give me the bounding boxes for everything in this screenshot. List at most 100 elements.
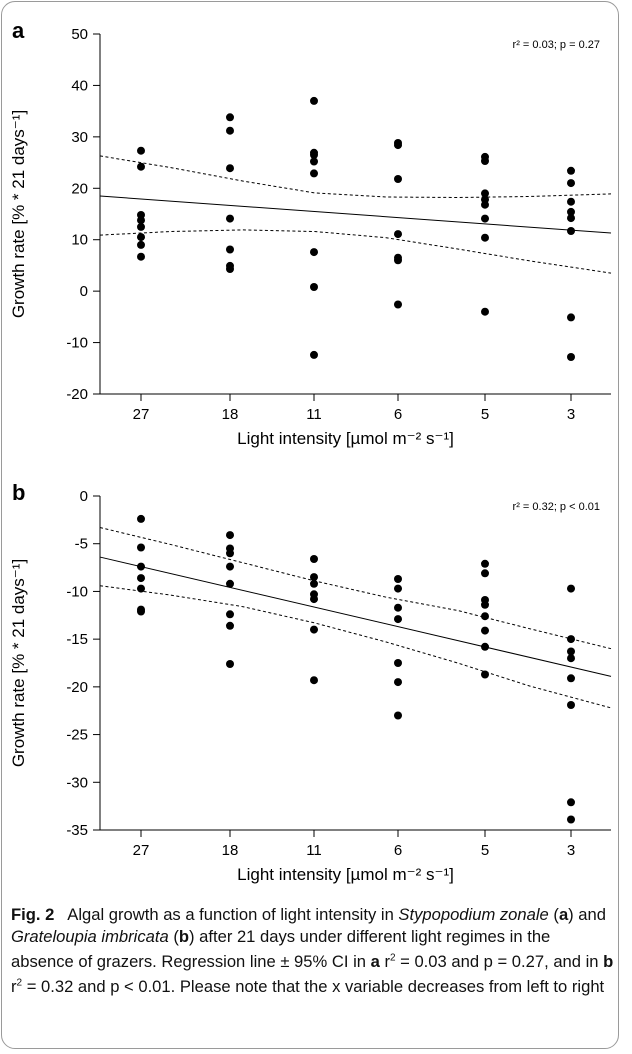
panel-b-data-point [226,622,234,630]
panel-b-data-point [567,635,575,643]
panel-a-data-point [567,313,575,321]
panel-a-data-point [137,147,145,155]
panel-b-x-tick-label: 5 [481,842,489,859]
panel-b-data-point [394,659,402,667]
panel-b-data-point [481,560,489,568]
panel-b-data-point [226,580,234,588]
panel-a-data-point [567,353,575,361]
panel-a-data-point [226,164,234,172]
panel-b-y-tick-label: -5 [75,536,88,553]
panel-b-ci-lower-line [100,586,611,708]
panel-a-data-point [567,198,575,206]
panel-a-data-point [567,179,575,187]
panel-a-ci-lower-line [100,230,611,273]
panel-a-x-tick-label: 3 [567,406,575,423]
panel-a-data-point [226,113,234,121]
panel-b-data-point [394,604,402,612]
panel-a-data-point [394,256,402,264]
panel-b-data-point [226,531,234,539]
panel-b-data-point [567,585,575,593]
panel-a-annotation: r² = 0.03; p = 0.27 [513,39,600,51]
panel-b-x-tick-label: 3 [567,842,575,859]
panel-a-data-point [310,158,318,166]
panel-a-data-point [567,167,575,175]
panel-a-data-point [137,241,145,249]
panel-b-ci-upper-line [100,528,611,649]
panel-a-data-point [394,301,402,309]
panel-b-data-point [394,585,402,593]
panel-b-data-point [226,610,234,618]
panel-b-y-axis-title: Growth rate [% * 21 days⁻¹] [9,559,28,767]
panel-a-data-point [481,157,489,165]
panel-a-x-tick-label: 18 [222,406,239,423]
panel-b-data-point [310,555,318,563]
panel-a-y-tick-label: 50 [71,26,88,43]
panel-a-x-tick-label: 11 [306,406,322,423]
panel-a-data-point [310,283,318,291]
panel-b-data-point [567,798,575,806]
panel-b-data-point [481,671,489,679]
panel-a-data-point [137,163,145,171]
panel-a-y-tick-label: 10 [71,232,88,249]
panel-b-y-tick-label: -30 [66,774,88,791]
panel-b-data-point [137,515,145,523]
panel-b-data-point [481,643,489,651]
panel-b-y-tick-label: -35 [66,822,88,839]
figure-caption: Fig. 2 Algal growth as a function of lig… [11,904,617,997]
panel-b-data-point [567,701,575,709]
panel-a-x-tick-label: 6 [394,406,402,423]
panel-b-data-point [394,615,402,623]
panel-b-data-point [481,627,489,635]
panel-b-data-point [137,585,145,593]
panel-b-data-point [394,678,402,686]
panel-a-data-point [567,227,575,235]
panel-b-regression-line [100,557,611,676]
panel-b-data-point [310,580,318,588]
panel-b-x-tick-label: 6 [394,842,402,859]
panel-a-data-point [310,169,318,177]
panel-a-data-point [310,351,318,359]
panel-b-data-point [567,654,575,662]
panel-b-data-point [226,549,234,557]
panel-b-y-tick-label: -25 [66,727,88,744]
panel-b-y-tick-label: -15 [66,631,88,648]
panel-b-data-point [481,569,489,577]
panel-a-data-point [226,246,234,254]
panel-b-annotation: r² = 0.32; p < 0.01 [513,501,600,513]
panel-b-data-point [226,660,234,668]
panel-a-data-point [481,215,489,223]
panel-b-x-tick-label: 27 [133,842,150,859]
panel-b-y-tick-label: -10 [66,583,88,600]
panel-a-y-tick-label: -20 [66,386,88,403]
panel-a-data-point [481,234,489,242]
caption-fig-label: Fig. 2 [11,905,54,924]
panel-a-data-point [481,201,489,209]
panel-b-data-point [137,574,145,582]
panel-b-label: b [12,480,25,505]
panel-a-label: a [12,18,25,43]
panel-b-y-tick-label: -20 [66,679,88,696]
panel-b-data-point [310,595,318,603]
panel-b-y-tick-label: 0 [80,488,88,505]
panel-b-data-point [310,626,318,634]
panel-a-data-point [310,248,318,256]
panel-a-regression-line [100,196,611,233]
panel-a-y-tick-label: -10 [66,335,88,352]
panel-a-x-axis-title: Light intensity [µmol m⁻² s⁻¹] [237,429,454,448]
panel-a-data-point [394,230,402,238]
panel-a-data-point [226,215,234,223]
panel-a-data-point [481,308,489,316]
panel-a-data-point [394,175,402,183]
panel-b-data-point [567,816,575,824]
panel-b-x-axis-title: Light intensity [µmol m⁻² s⁻¹] [237,865,454,884]
panel-b-data-point [394,575,402,583]
panel-a-y-tick-label: 40 [71,77,88,94]
panel-a-data-point [137,233,145,241]
panel-a-data-point [226,265,234,273]
panel-a-x-tick-label: 27 [133,406,150,423]
panel-a-data-point [310,97,318,105]
panel-b-data-point [137,544,145,552]
panel-b-x-tick-label: 11 [306,842,322,859]
panel-a-data-point [137,223,145,231]
